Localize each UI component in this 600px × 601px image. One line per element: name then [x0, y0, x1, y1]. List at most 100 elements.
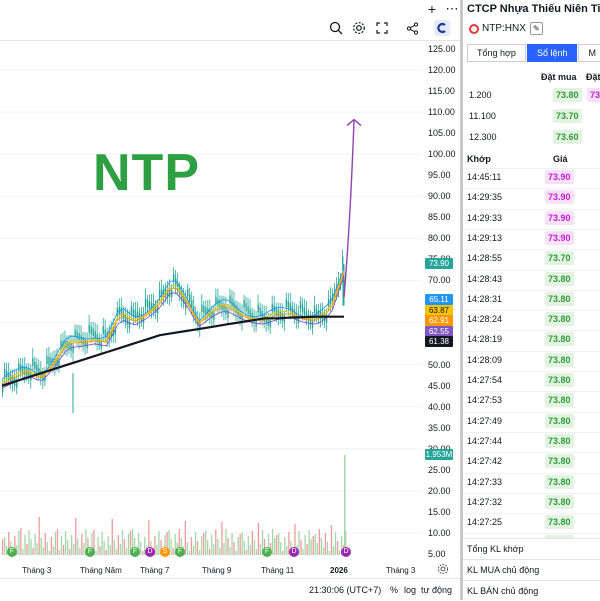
order-book-row: 12.300 73.60	[463, 128, 600, 148]
settings-icon[interactable]	[350, 19, 368, 37]
volume-bar	[101, 532, 103, 555]
zoom-search-icon[interactable]	[327, 19, 345, 37]
candle-body	[285, 299, 288, 308]
candle-body	[235, 305, 237, 313]
event-marker-icon[interactable]: F	[130, 547, 140, 557]
trade-row[interactable]: 14:28:19 73.80	[463, 330, 600, 350]
candle-body	[225, 306, 227, 315]
row-separator	[463, 350, 600, 352]
tradingview-logo-icon[interactable]	[433, 19, 451, 37]
candle-body	[142, 315, 145, 323]
candle-body	[342, 256, 344, 265]
volume-bar	[121, 530, 124, 555]
price-plot[interactable]	[0, 40, 422, 580]
share-icon[interactable]	[403, 19, 421, 37]
volume-bar	[286, 546, 288, 555]
tab-more[interactable]: M	[578, 44, 600, 62]
trade-row[interactable]: 14:27:44 73.80	[463, 431, 600, 452]
row-separator	[463, 492, 600, 494]
candle-body	[317, 310, 320, 318]
trade-row[interactable]: 14:27:33 73.80	[463, 472, 600, 493]
event-marker-icon[interactable]: F	[7, 547, 17, 557]
candle-body	[158, 289, 161, 298]
event-marker-icon[interactable]: F	[85, 547, 95, 557]
trade-row[interactable]: 14:27:42 73.80	[463, 452, 600, 472]
volume-bar	[166, 532, 168, 555]
auto-toggle[interactable]: tự động	[421, 585, 453, 595]
trade-row[interactable]: 14:28:43 73.80	[463, 269, 600, 290]
trade-row[interactable]: 14:29:33 73.90	[463, 208, 600, 229]
book-header: Đặt mua Đặt	[463, 68, 600, 88]
tab-summary[interactable]: Tổng hợp	[467, 44, 526, 62]
trade-row[interactable]: 14:27:32 73.80	[463, 492, 600, 513]
trade-price: 73.80	[545, 352, 574, 367]
candle-body	[114, 327, 117, 335]
volume-bar	[68, 549, 71, 555]
event-marker-icon[interactable]: D	[145, 547, 155, 557]
volume-bar	[241, 532, 243, 555]
symbol-code[interactable]: NTP:HNX	[482, 23, 526, 34]
trade-row[interactable]: 14:27:25 73.80	[463, 513, 600, 533]
candle-body	[239, 311, 241, 319]
row-separator	[463, 533, 600, 535]
price-tick-label: 5.00	[428, 549, 446, 559]
panel-divider[interactable]	[460, 0, 463, 600]
ask-price: 73.9	[587, 88, 600, 102]
trade-row[interactable]: 14:28:09 73.80	[463, 350, 600, 371]
event-marker-icon[interactable]: D	[289, 547, 299, 557]
trade-price: 73.80	[545, 332, 574, 347]
trade-time: 14:28:24	[467, 314, 503, 325]
candle-body	[88, 325, 90, 333]
axis-settings-icon[interactable]	[437, 563, 449, 578]
trade-row[interactable]: 14:45:11 73.90	[463, 168, 600, 188]
volume-bar	[284, 537, 286, 555]
row-separator	[463, 330, 600, 332]
candle-body	[177, 282, 179, 291]
volume-bar	[178, 529, 180, 555]
candle-body	[183, 296, 185, 304]
price-tick-label: 80.00	[428, 233, 451, 244]
trade-row[interactable]: 14:28:31 73.80	[463, 289, 600, 310]
price-tick-label: 100.00	[428, 149, 456, 160]
tab-order-book[interactable]: Sổ lệnh	[526, 44, 578, 62]
trade-time: 14:28:43	[467, 273, 503, 284]
row-separator	[463, 289, 600, 291]
trade-row[interactable]: 14:29:35 73.90	[463, 188, 600, 208]
event-marker-icon[interactable]: D	[341, 547, 351, 557]
trade-row[interactable]: 14:28:55 73.70	[463, 249, 600, 269]
trade-row[interactable]: 14:27:54 73.80	[463, 371, 600, 391]
candle-body	[211, 310, 213, 319]
trade-row[interactable]: 14:27:53 73.80	[463, 391, 600, 411]
trade-row[interactable]: 14:27:49 73.80	[463, 411, 600, 432]
volume-bar	[243, 541, 245, 555]
clock-readout[interactable]: 21:30:06 (UTC+7)	[309, 585, 382, 595]
row-separator	[463, 371, 600, 372]
bottom-bar: 21:30:06 (UTC+7) % log tự động	[0, 578, 460, 601]
event-marker-icon[interactable]: S	[160, 547, 170, 557]
plus-icon[interactable]: +	[427, 1, 437, 17]
volume-bar	[60, 536, 63, 555]
price-tag: 1.953M	[425, 449, 453, 460]
time-tick-label: Tháng 7	[140, 566, 170, 575]
volume-bar	[44, 533, 46, 555]
event-marker-icon[interactable]: F	[262, 547, 272, 557]
price-tag: 65.11	[425, 294, 453, 305]
chart-area[interactable]: + ⋯ NTP 125.00 120.00 115.00 110.00 105.00 10…	[0, 0, 460, 600]
volume-bar	[14, 536, 16, 555]
more-icon[interactable]: ⋯	[445, 1, 459, 16]
volume-bar	[107, 536, 109, 555]
candle-body	[20, 364, 22, 373]
percent-toggle[interactable]: %	[390, 585, 399, 595]
volume-bar	[62, 545, 65, 555]
trade-row[interactable]: 14:28:24 73.80	[463, 310, 600, 330]
edit-icon[interactable]: ✎	[529, 22, 543, 35]
volume-bar	[115, 549, 117, 555]
fullscreen-icon[interactable]	[373, 19, 391, 37]
trade-row[interactable]: 14:29:13 73.90	[463, 228, 600, 249]
volume-bar	[312, 536, 314, 555]
volume-bar	[170, 539, 172, 555]
log-toggle[interactable]: log	[404, 585, 417, 595]
event-marker-icon[interactable]: F	[175, 547, 185, 557]
volume-bar	[341, 536, 343, 555]
volume-bar	[142, 551, 144, 555]
